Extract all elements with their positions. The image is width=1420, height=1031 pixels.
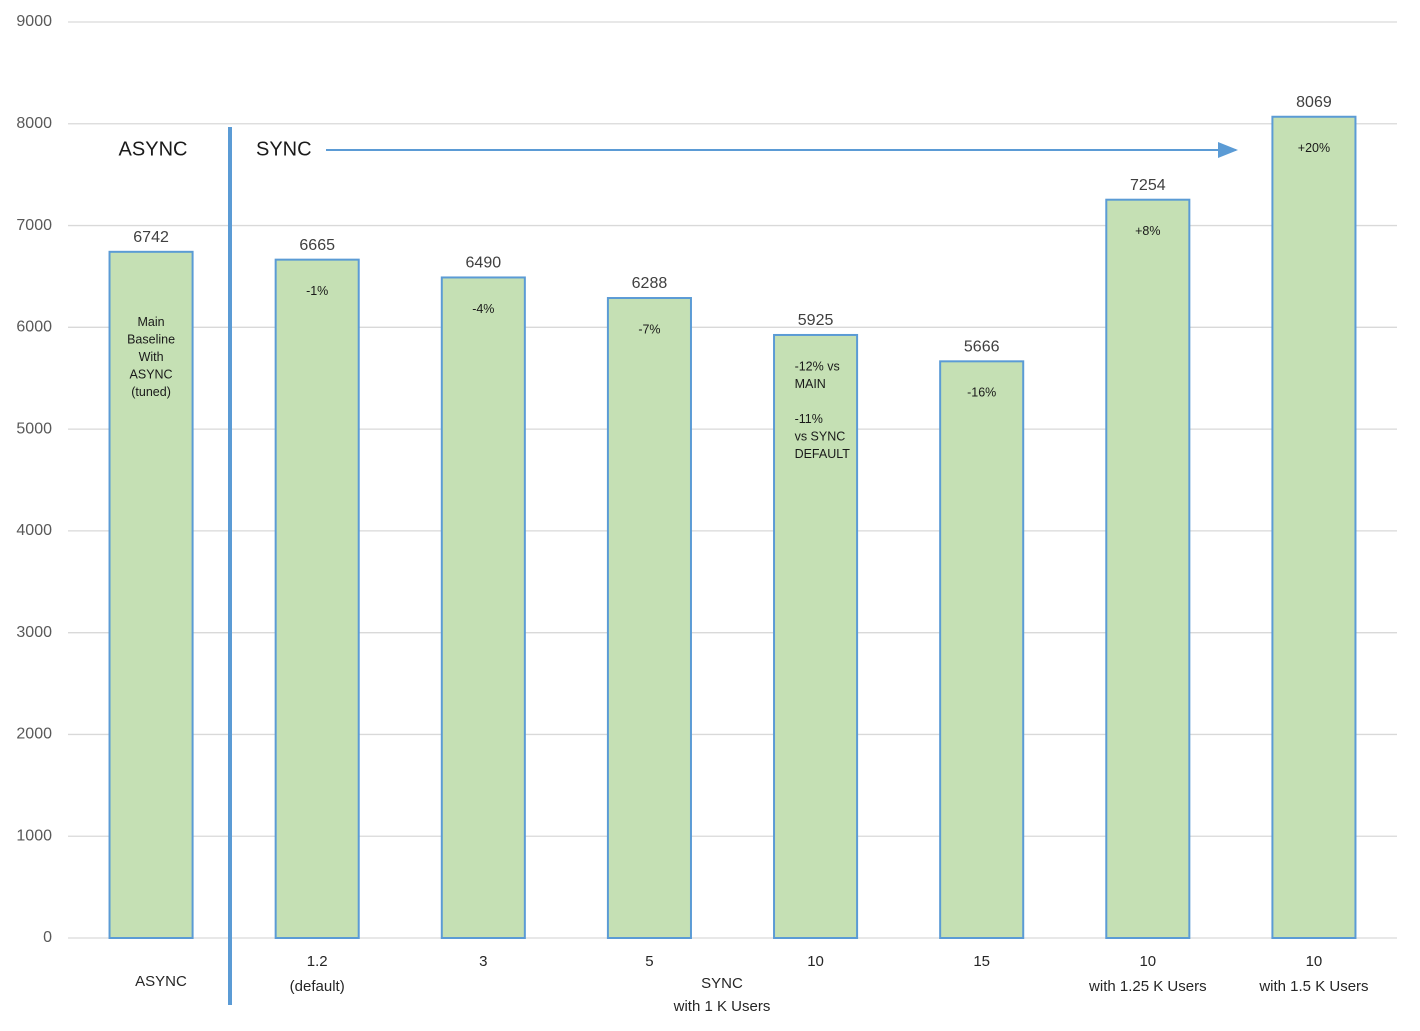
value-label: 6665 <box>299 237 335 254</box>
group-label: with 1 K Users <box>673 998 771 1015</box>
bar <box>1105 198 1191 940</box>
y-tick-label: 5000 <box>16 420 52 437</box>
bar-note: MAIN <box>795 377 826 391</box>
x-tick-label: 10 <box>1306 953 1323 970</box>
bar-note: With <box>139 350 164 364</box>
x-tick-label: (default) <box>290 978 345 995</box>
bar-note: ASYNC <box>130 368 173 382</box>
bar-note: +8% <box>1135 224 1160 238</box>
x-tick-label: 10 <box>807 953 824 970</box>
bar-note: -7% <box>638 322 660 336</box>
y-tick-label: 2000 <box>16 726 52 743</box>
bar <box>606 297 692 939</box>
value-label: 5925 <box>798 312 834 329</box>
value-label: 6490 <box>466 255 502 272</box>
y-tick-label: 1000 <box>16 827 52 844</box>
value-label: 6288 <box>632 275 668 292</box>
bar <box>1271 115 1357 939</box>
y-tick-label: 6000 <box>16 319 52 336</box>
bar-note: vs SYNC <box>795 429 846 443</box>
value-label: 8069 <box>1296 94 1332 111</box>
y-tick-label: 3000 <box>16 624 52 641</box>
bar-note: DEFAULT <box>795 447 851 461</box>
bar-note: -12% vs <box>795 359 840 373</box>
bar-note: -4% <box>472 302 494 316</box>
y-tick-label: 4000 <box>16 522 52 539</box>
bar-note: (tuned) <box>131 385 171 399</box>
y-tick-label: 0 <box>43 929 52 946</box>
bar-note: Main <box>138 315 165 329</box>
y-tick-label: 9000 <box>16 13 52 30</box>
group-label: SYNC <box>701 975 743 992</box>
x-tick-label: with 1.5 K Users <box>1258 978 1368 995</box>
bar-note: +20% <box>1298 141 1330 155</box>
y-tick-label: 8000 <box>16 115 52 132</box>
x-tick-label: 1.2 <box>307 953 328 970</box>
x-tick-label: 3 <box>479 953 487 970</box>
bar <box>440 276 526 939</box>
bar-note: -11% <box>795 412 823 426</box>
value-label: 7254 <box>1130 177 1166 194</box>
bar <box>939 360 1025 940</box>
x-tick-label: 15 <box>973 953 990 970</box>
value-label: 6742 <box>133 229 169 246</box>
section-label: SYNC <box>256 138 312 160</box>
x-tick-label: 5 <box>645 953 653 970</box>
bar-note: -1% <box>306 284 328 298</box>
bar <box>773 333 859 939</box>
group-label: ASYNC <box>135 973 187 990</box>
x-tick-label: with 1.25 K Users <box>1088 978 1207 995</box>
bar-note: -16% <box>967 386 996 400</box>
bar <box>108 250 194 940</box>
bar-note: Baseline <box>127 333 175 347</box>
y-tick-label: 7000 <box>16 217 52 234</box>
value-label: 5666 <box>964 339 1000 356</box>
section-label: ASYNC <box>119 138 188 160</box>
bar <box>274 258 360 939</box>
x-tick-label: 10 <box>1139 953 1156 970</box>
